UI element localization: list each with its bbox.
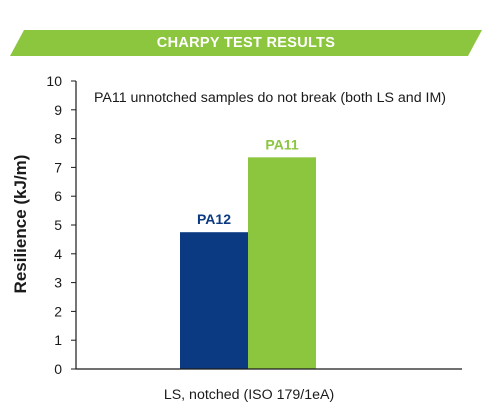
- y-tick-label: 2: [54, 303, 62, 319]
- y-tick-label: 0: [54, 361, 62, 377]
- bars: PA12 PA11: [180, 136, 316, 369]
- chart-annotation: PA11 unnotched samples do not break (bot…: [94, 90, 446, 106]
- y-tick-label: 1: [54, 332, 62, 348]
- x-axis-category-label: LS, notched (ISO 179/1eA): [164, 387, 334, 403]
- y-tick-label: 4: [54, 246, 62, 262]
- bar-label-pa12: PA12: [197, 211, 231, 227]
- y-tick-label: 7: [54, 159, 62, 175]
- y-tick-label: 9: [54, 102, 62, 118]
- bar-pa12: [180, 232, 248, 369]
- chart-title-banner: CHARPY TEST RESULTS: [10, 30, 482, 56]
- y-tick-label: 8: [54, 131, 62, 147]
- banner-shape: [10, 30, 482, 56]
- y-tick-label: 10: [46, 73, 62, 89]
- banner-title: CHARPY TEST RESULTS: [156, 35, 336, 51]
- bar-pa11: [248, 157, 316, 369]
- y-tick-label: 6: [54, 188, 62, 204]
- y-axis-title: Resilience (kJ/m): [11, 155, 30, 294]
- y-tick-label: 3: [54, 275, 62, 291]
- bar-label-pa11: PA11: [265, 136, 298, 152]
- y-axis-ticks: 0 1 2 3 4 5 6 7 8 9 10: [46, 73, 76, 377]
- y-tick-label: 5: [54, 217, 62, 233]
